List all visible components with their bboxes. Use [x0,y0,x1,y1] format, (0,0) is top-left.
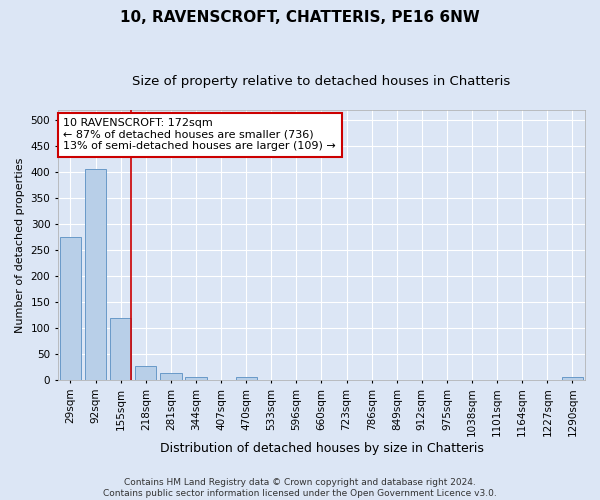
Text: Contains HM Land Registry data © Crown copyright and database right 2024.
Contai: Contains HM Land Registry data © Crown c… [103,478,497,498]
Bar [135,366,157,380]
Bar [236,378,257,380]
Text: 10 RAVENSCROFT: 172sqm
← 87% of detached houses are smaller (736)
13% of semi-de: 10 RAVENSCROFT: 172sqm ← 87% of detached… [63,118,336,152]
X-axis label: Distribution of detached houses by size in Chatteris: Distribution of detached houses by size … [160,442,484,455]
Bar [110,318,131,380]
Y-axis label: Number of detached properties: Number of detached properties [15,158,25,332]
Title: Size of property relative to detached houses in Chatteris: Size of property relative to detached ho… [133,75,511,88]
Bar [160,373,182,380]
Text: 10, RAVENSCROFT, CHATTERIS, PE16 6NW: 10, RAVENSCROFT, CHATTERIS, PE16 6NW [120,10,480,25]
Bar [562,378,583,380]
Bar [185,378,206,380]
Bar [60,237,81,380]
Bar [85,168,106,380]
